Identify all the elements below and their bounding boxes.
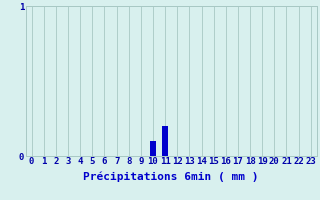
Bar	[162, 126, 168, 156]
X-axis label: Précipitations 6min ( mm ): Précipitations 6min ( mm )	[84, 172, 259, 182]
Bar	[150, 141, 156, 156]
